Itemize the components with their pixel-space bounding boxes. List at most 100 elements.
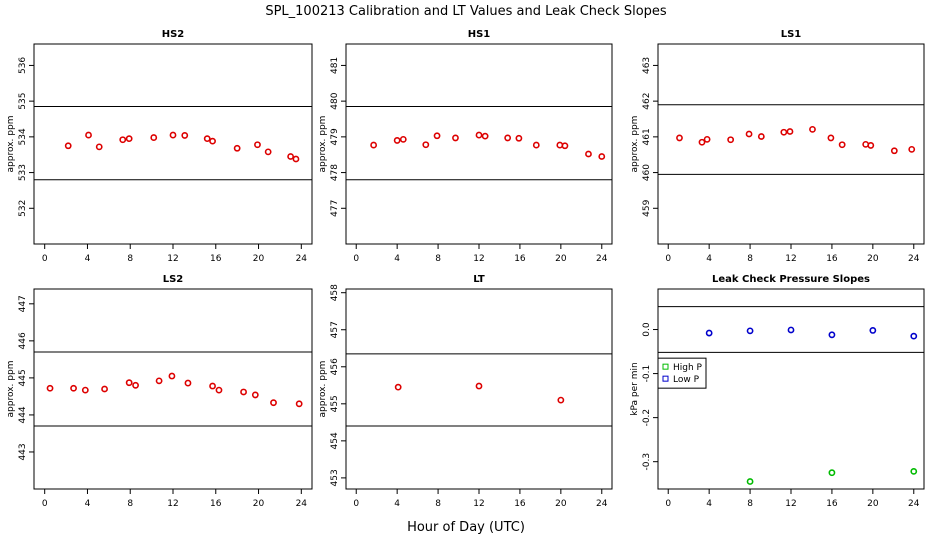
- data-point: [292, 155, 300, 163]
- data-point: [867, 142, 875, 149]
- data-point: [532, 141, 540, 149]
- x-tick-label: 12: [473, 254, 484, 264]
- x-tick-label: 0: [665, 499, 671, 509]
- x-tick-label: 20: [555, 499, 567, 509]
- legend-label: High P: [673, 363, 703, 373]
- data-point: [809, 125, 816, 133]
- y-tick-label: 0.0: [642, 322, 652, 337]
- x-tick-label: 4: [85, 499, 91, 509]
- data-point: [81, 386, 89, 394]
- plot-frame: [345, 43, 613, 245]
- x-tick-label: 24: [908, 499, 920, 509]
- data-point: [557, 396, 565, 404]
- y-tick-label: 477: [330, 200, 340, 217]
- data-point: [125, 379, 133, 387]
- data-point: [475, 131, 483, 139]
- data-point: [433, 132, 441, 140]
- data-point: [287, 153, 295, 160]
- x-tick-label: 4: [85, 254, 91, 264]
- data-point: [119, 136, 127, 144]
- x-tick-label: 12: [167, 254, 178, 264]
- x-tick-label: 4: [706, 499, 712, 509]
- y-tick-label: 443: [18, 443, 28, 460]
- x-tick-label: 16: [514, 254, 526, 264]
- data-point: [828, 469, 836, 477]
- panel-title: Leak Check Pressure Slopes: [712, 274, 870, 285]
- data-point: [452, 134, 459, 142]
- x-tick-label: 8: [435, 499, 441, 509]
- data-point: [203, 135, 211, 143]
- data-point: [101, 385, 108, 393]
- y-axis-title: approx. ppm: [318, 116, 328, 173]
- y-tick-label: 481: [330, 57, 340, 74]
- x-tick-label: 12: [167, 499, 178, 509]
- x-tick-label: 20: [253, 254, 265, 264]
- x-tick-label: 0: [42, 499, 48, 509]
- panel-title: HS2: [162, 29, 185, 40]
- data-point: [270, 399, 277, 407]
- panel-0: HS2 0 4 8 12 16 20 24 532 533 534 535 536 approx. ppm: [6, 29, 313, 264]
- data-point: [125, 135, 133, 143]
- data-point: [827, 134, 835, 142]
- data-point: [233, 144, 241, 152]
- y-axis-title: approx. ppm: [6, 361, 16, 418]
- panel-title: LS2: [163, 274, 184, 285]
- x-tick-label: 8: [127, 254, 133, 264]
- data-point: [150, 134, 158, 141]
- x-tick-label: 20: [555, 254, 567, 264]
- data-point: [598, 153, 606, 160]
- y-tick-label: 480: [330, 92, 340, 109]
- data-point: [95, 143, 103, 151]
- y-tick-label: 479: [330, 128, 340, 145]
- data-point: [155, 377, 163, 385]
- x-tick-label: 8: [747, 499, 753, 509]
- data-point: [698, 138, 706, 146]
- data-point: [910, 467, 918, 475]
- data-point: [757, 133, 765, 140]
- y-tick-label: 478: [330, 164, 340, 181]
- y-tick-label: 533: [18, 164, 28, 181]
- y-tick-label: 535: [18, 93, 28, 110]
- y-tick-label: 536: [18, 57, 28, 74]
- x-tick-label: 8: [435, 254, 441, 264]
- legend-marker: [662, 363, 669, 370]
- panel-5: Leak Check Pressure Slopes 0 4 8 12 16 20 24 0.0…: [630, 274, 925, 509]
- data-point: [168, 372, 176, 380]
- x-tick-label: 8: [127, 499, 133, 509]
- data-point: [561, 142, 569, 150]
- x-tick-label: 4: [706, 254, 712, 264]
- x-tick-label: 20: [253, 499, 265, 509]
- y-tick-label: 454: [330, 432, 340, 449]
- y-axis-title: approx. ppm: [318, 361, 328, 418]
- plot-frame: [657, 43, 925, 245]
- y-tick-label: 460: [642, 164, 652, 181]
- y-tick-label: 453: [330, 469, 340, 486]
- x-tick-label: 20: [867, 499, 879, 509]
- data-point: [181, 132, 189, 139]
- data-point: [481, 132, 489, 140]
- data-point: [869, 327, 877, 334]
- x-tick-label: 16: [826, 499, 838, 509]
- x-tick-label: 24: [908, 254, 920, 264]
- x-tick-label: 0: [42, 254, 48, 264]
- data-point: [254, 141, 261, 149]
- data-point: [705, 329, 713, 337]
- legend-box: [657, 357, 707, 389]
- data-point: [399, 135, 407, 143]
- data-point: [64, 142, 72, 150]
- data-point: [132, 381, 139, 389]
- x-tick-label: 0: [353, 254, 359, 264]
- x-tick-label: 12: [785, 254, 796, 264]
- data-point: [209, 382, 216, 390]
- panel-title: LT: [473, 274, 485, 285]
- x-tick-label: 0: [353, 499, 359, 509]
- y-tick-label: 446: [18, 332, 28, 349]
- x-tick-label: 16: [826, 254, 838, 264]
- data-point: [910, 332, 918, 340]
- x-tick-label: 24: [596, 254, 608, 264]
- data-point: [787, 326, 795, 334]
- x-tick-label: 8: [747, 254, 753, 264]
- data-point: [515, 134, 523, 142]
- x-tick-label: 24: [296, 254, 308, 264]
